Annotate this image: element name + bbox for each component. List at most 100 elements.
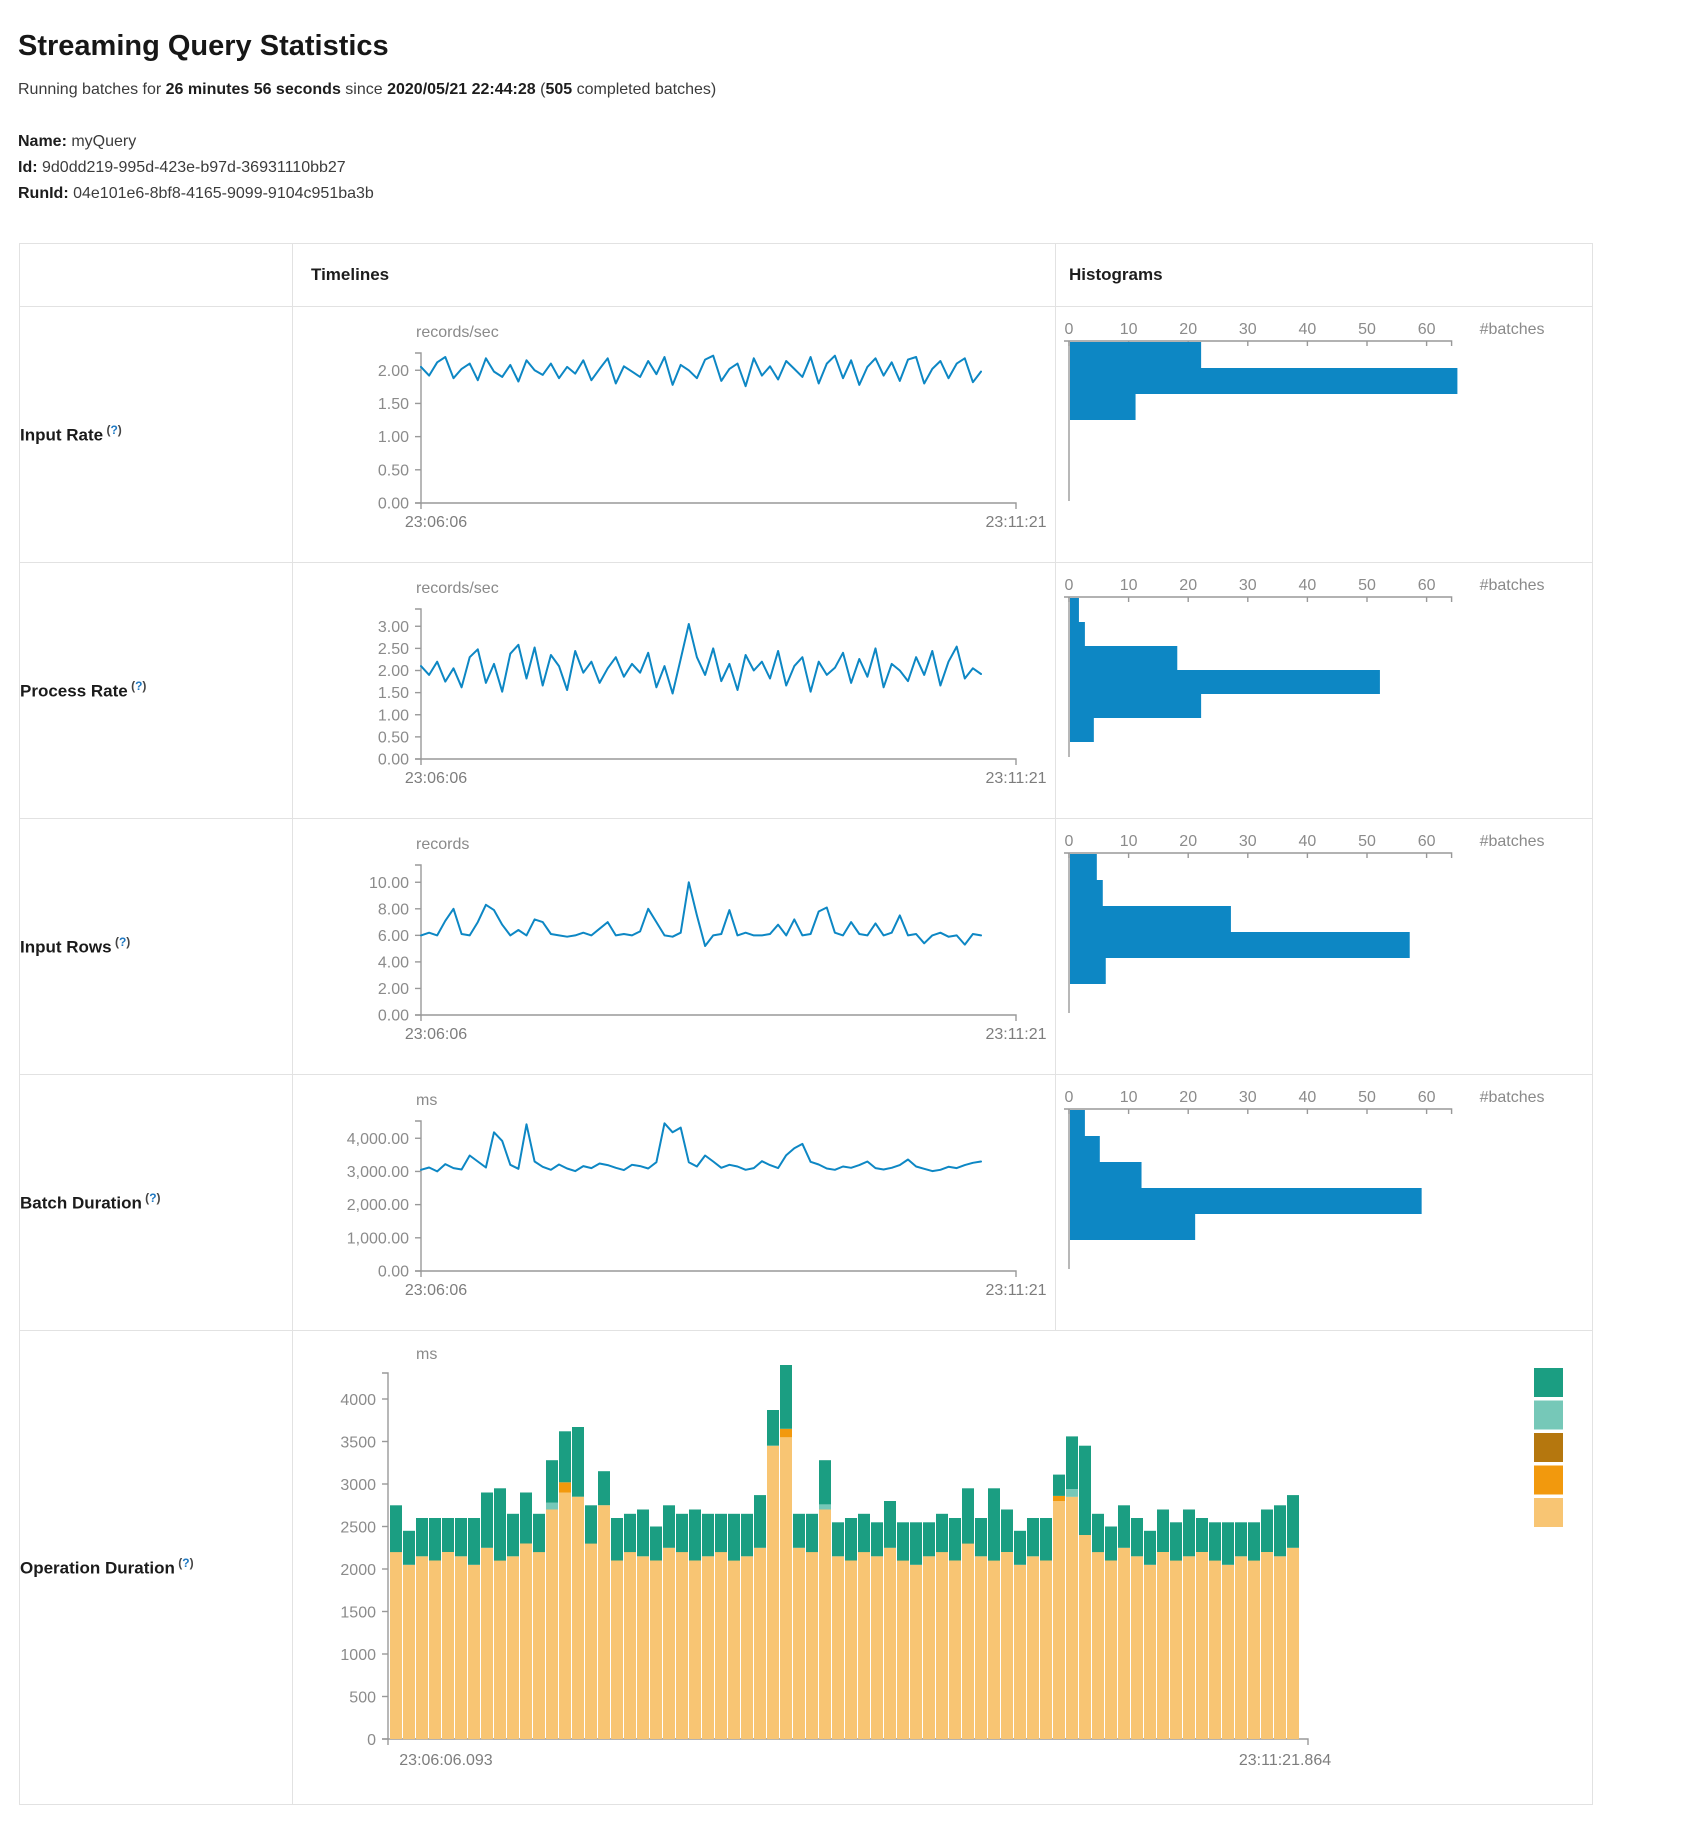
help-icon[interactable]: (?) xyxy=(174,1556,194,1571)
help-icon[interactable]: (?) xyxy=(127,679,147,694)
stacked-bar-segment-teal xyxy=(884,1501,896,1548)
histogram-bar xyxy=(1070,394,1136,420)
x-start-label: 23:06:06 xyxy=(405,1282,467,1299)
stacked-bar-segment-tan xyxy=(923,1556,935,1740)
y-tick-label: 2.00 xyxy=(378,981,409,998)
stacked-bar-segment-teal xyxy=(1118,1505,1130,1548)
op-y-tick-label: 0 xyxy=(367,1732,376,1749)
hist-tick-label: 0 xyxy=(1065,321,1074,338)
stacked-bar-segment-teal xyxy=(1027,1518,1039,1557)
stacked-bar-segment-teal xyxy=(442,1518,454,1552)
help-icon[interactable]: (?) xyxy=(103,423,122,438)
stacked-bar-segment-tan xyxy=(637,1556,649,1740)
stacked-bar-segment-teal xyxy=(1261,1509,1273,1552)
stacked-bar-segment-teal xyxy=(806,1513,818,1553)
histogram-bar xyxy=(1070,1214,1196,1240)
histogram-cell-input-rows: 0 10 20 30 40 50 60 #batches xyxy=(1055,818,1593,1075)
stacked-bar-segment-teal xyxy=(819,1460,831,1505)
stacked-bar-segment-teal xyxy=(936,1513,948,1553)
meta-value: 9d0dd219-995d-423e-b97d-36931110bb27 xyxy=(37,159,346,176)
hist-tick-label: 10 xyxy=(1120,577,1138,594)
hist-tick-label: 60 xyxy=(1418,577,1436,594)
stacked-bar-segment-teal xyxy=(1066,1436,1078,1490)
stacked-bar-segment-tan xyxy=(572,1496,584,1739)
hist-tick-label: 20 xyxy=(1179,577,1197,594)
histogram-bar xyxy=(1070,342,1202,368)
stacked-bar-segment-teal xyxy=(520,1492,532,1544)
stacked-bar-segment-teal xyxy=(494,1488,506,1561)
stacked-bar-segment-tan xyxy=(1027,1556,1039,1740)
stacked-bar-segment-tan xyxy=(1066,1496,1078,1739)
y-tick-label: 4.00 xyxy=(378,954,409,971)
stacked-bar-segment-tan xyxy=(650,1560,662,1739)
stacked-bar-segment-teal xyxy=(546,1460,558,1503)
stacked-bar-segment-tan xyxy=(1170,1560,1182,1739)
stacked-bar-segment-teal xyxy=(780,1365,792,1429)
stacked-bar-segment-tan xyxy=(884,1547,896,1740)
stacked-bar-segment-teal xyxy=(975,1518,987,1557)
hist-tick-label: 40 xyxy=(1299,321,1317,338)
stacked-bar-segment-teal xyxy=(403,1530,415,1565)
hist-tick-label: 40 xyxy=(1299,577,1317,594)
y-tick-label: 0.00 xyxy=(378,1264,409,1281)
histogram-bar xyxy=(1070,958,1106,984)
process-rate-timeline-chart: records/sec3.002.502.001.501.000.500.002… xyxy=(378,580,1047,787)
hist-tick-label: 10 xyxy=(1120,833,1138,850)
stacked-bar-segment-teal xyxy=(611,1518,623,1561)
op-x-start-label: 23:06:06.093 xyxy=(399,1752,493,1769)
unit-label: ms xyxy=(416,1346,437,1363)
y-tick-label: 1.50 xyxy=(378,685,409,702)
histograms-column-header: Histograms xyxy=(1055,243,1593,307)
stacked-bar-segment-orange xyxy=(780,1428,792,1438)
stacked-bar-segment-teal xyxy=(559,1431,571,1483)
legend-swatch-2 xyxy=(1534,1433,1563,1462)
histogram-cell-input-rate: 0 10 20 30 40 50 60 #batches xyxy=(1055,306,1593,563)
histogram-bar xyxy=(1070,368,1458,394)
y-tick-label: 1.00 xyxy=(378,429,409,446)
stacked-bar-segment-teal xyxy=(845,1518,857,1561)
hist-tick-label: 40 xyxy=(1299,1089,1317,1106)
y-tick-label: 1,000.00 xyxy=(347,1230,409,1247)
hist-tick-label: 30 xyxy=(1239,1089,1257,1106)
stacked-bar-segment-tan xyxy=(1209,1560,1221,1739)
unit-label: ms xyxy=(416,1092,437,1109)
stacked-bar-segment-teal xyxy=(910,1522,922,1565)
input-rows-histogram-chart: 0 10 20 30 40 50 60 #batches xyxy=(1064,833,1545,1013)
help-icon[interactable]: (?) xyxy=(111,935,131,950)
stacked-bar-segment-tan xyxy=(494,1560,506,1739)
stacked-bar-segment-tan xyxy=(949,1560,961,1739)
batches-axis-label: #batches xyxy=(1480,321,1545,338)
stacked-bar-segment-teal xyxy=(871,1522,883,1557)
stacked-bar-segment-tan xyxy=(1001,1552,1013,1739)
stacked-bar-segment-teal xyxy=(832,1522,844,1557)
stacked-bar-segment-teal xyxy=(390,1505,402,1553)
histogram-bar xyxy=(1070,906,1231,932)
stacked-bar-segment-teal xyxy=(1183,1509,1195,1557)
histogram-bar xyxy=(1070,854,1097,880)
stacked-bar-segment-teal xyxy=(1131,1518,1143,1557)
stacked-bar-segment-teal xyxy=(1248,1522,1260,1561)
metric-row-operation-duration: Operation Duration (?) ms 4000 3500 3000 2500… xyxy=(19,1330,1593,1805)
stacked-bar-segment-orange xyxy=(559,1482,571,1493)
op-y-tick-label: 2000 xyxy=(340,1562,376,1579)
stacked-bar-segment-tan xyxy=(1131,1556,1143,1740)
stacked-bar-segment-tan xyxy=(1196,1552,1208,1739)
op-y-tick-label: 3000 xyxy=(340,1477,376,1494)
stacked-bar-segment-teal xyxy=(416,1518,428,1557)
histogram-bar xyxy=(1070,622,1085,646)
stacked-bar-segment-tan xyxy=(767,1445,779,1740)
x-start-label: 23:06:06 xyxy=(405,514,467,531)
y-tick-label: 0.00 xyxy=(378,752,409,769)
stacked-bar-segment-tan xyxy=(455,1556,467,1740)
stacked-bar-segment-teal xyxy=(1157,1509,1169,1552)
hist-tick-label: 50 xyxy=(1358,577,1376,594)
query-meta: Name: myQuery Id: 9d0dd219-995d-423e-b97d… xyxy=(18,129,1693,207)
stacked-bar-segment-tan xyxy=(624,1552,636,1739)
help-icon[interactable]: (?) xyxy=(141,1191,161,1206)
stacked-bar-segment-teal xyxy=(1079,1445,1091,1535)
operation-duration-chart-cell: ms 4000 3500 3000 2500 2000 1500 1000 500 0 23:06:… xyxy=(292,1330,1593,1805)
histogram-bar xyxy=(1070,718,1094,742)
stacked-bar-segment-teal xyxy=(663,1505,675,1548)
stacked-bar-segment-tan xyxy=(533,1552,545,1739)
stacked-bar-segment-teal xyxy=(923,1522,935,1557)
